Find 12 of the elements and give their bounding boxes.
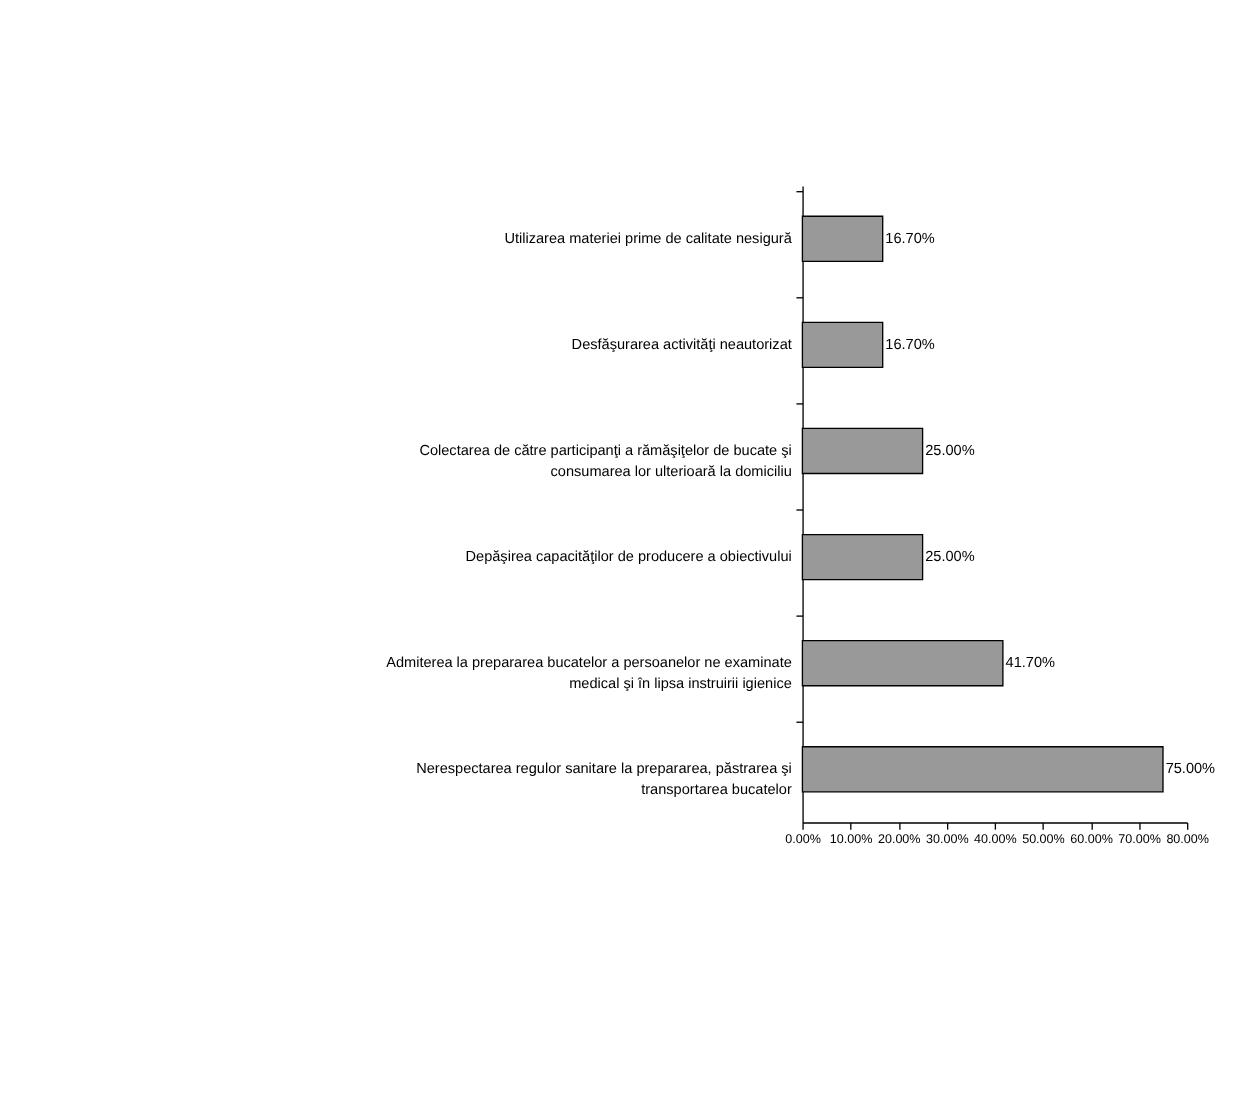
y-tick-label: Colectarea de către participanţi a rămăşiţelor de bucate şi consumarea lor ulterioară la domiciliu xyxy=(419,440,793,481)
y-tick-label: Desfăşurarea activităţi neautorizat xyxy=(571,334,792,353)
data-label: 16.70% xyxy=(885,228,936,247)
data-label: 41.70% xyxy=(1005,653,1056,672)
y-tick-label: Utilizarea materiei prime de calitate nesigură xyxy=(504,228,794,247)
y-tick-label: Depăşirea capacităţilor de producere a obiectivului xyxy=(465,547,793,566)
data-label: 16.70% xyxy=(885,334,936,353)
y-tick-label: Admiterea la prepararea bucatelor a persoanelor ne examinate medical şi în lipsa instruirii igienice xyxy=(386,653,792,693)
data-label: 25.00% xyxy=(925,547,976,566)
data-label: 75.00% xyxy=(1165,759,1217,778)
data-label: 25.00% xyxy=(925,440,976,459)
y-tick-label: Nerespectarea regulor sanitare la prepararea, păstrarea şi transportarea bucatelor xyxy=(416,759,793,799)
